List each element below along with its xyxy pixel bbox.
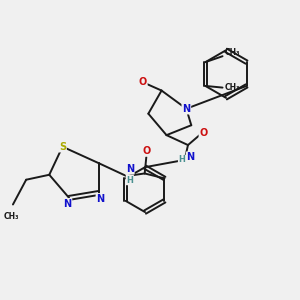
Text: CH₃: CH₃: [224, 48, 240, 57]
Text: CH₃: CH₃: [4, 212, 19, 221]
Text: N: N: [126, 164, 134, 174]
Text: O: O: [200, 128, 208, 139]
Text: S: S: [59, 142, 66, 152]
Text: N: N: [182, 104, 190, 114]
Text: H: H: [178, 155, 185, 164]
Text: N: N: [63, 199, 71, 209]
Text: O: O: [142, 146, 151, 156]
Text: N: N: [96, 194, 104, 204]
Text: O: O: [139, 77, 147, 87]
Text: H: H: [126, 176, 133, 184]
Text: N: N: [187, 152, 195, 162]
Text: CH₃: CH₃: [224, 83, 240, 92]
